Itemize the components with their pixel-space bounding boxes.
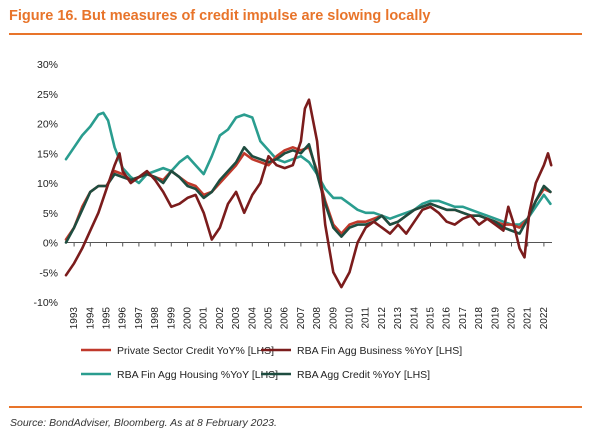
y-tick-label: -5% [39, 267, 58, 279]
y-tick-label: 5% [43, 208, 58, 220]
x-tick-label: 2015 [426, 307, 437, 330]
x-tick-label: 2009 [328, 307, 339, 330]
x-tick-label: 1993 [69, 307, 80, 330]
x-tick-label: 1995 [102, 307, 113, 330]
x-tick-label: 2014 [409, 307, 420, 330]
x-tick-label: 2000 [183, 307, 194, 330]
x-tick-label: 2020 [507, 307, 518, 330]
legend-label: RBA Fin Agg Housing %YoY [LHS] [117, 369, 278, 381]
y-tick-label: 10% [37, 178, 58, 190]
chart-legend: Private Sector Credit YoY% [LHS] RBA Fin … [81, 345, 462, 381]
series-line-2 [64, 98, 553, 289]
y-tick-label: 25% [37, 89, 58, 101]
y-tick-label: 20% [37, 119, 58, 131]
x-tick-label: 2011 [361, 307, 372, 329]
source-rule [9, 406, 582, 408]
x-tick-label: 2001 [199, 307, 210, 330]
x-tick-label: 2013 [393, 307, 404, 330]
x-tick-label: 2002 [215, 307, 226, 330]
y-tick-label: 30% [37, 59, 58, 71]
chart-axes [66, 242, 552, 247]
x-tick-label: 2005 [264, 307, 275, 330]
x-tick-label: 2018 [474, 307, 485, 330]
x-tick-label: 2019 [490, 307, 501, 330]
x-tick-label: 2022 [539, 307, 550, 330]
x-tick-label: 1997 [134, 307, 145, 330]
x-tick-label: 2010 [345, 307, 356, 330]
chart-series [64, 98, 553, 289]
source-note: Source: BondAdviser, Bloomberg. As at 8 … [10, 417, 277, 429]
x-tick-label: 2016 [442, 307, 453, 330]
x-tick-label: 1998 [150, 307, 161, 330]
x-tick-label: 1999 [166, 307, 177, 330]
x-tick-label: 1996 [118, 307, 129, 330]
y-tick-label: 0% [43, 238, 58, 250]
title-rule [9, 33, 582, 35]
x-tick-label: 2004 [247, 307, 258, 330]
x-tick-label: 2017 [458, 307, 469, 330]
chart-ticks: 30% 25% 20% 15% 10% 5% 0% -5% -10% 1993 1994 1995 19… [33, 59, 549, 329]
x-tick-label: 2012 [377, 307, 388, 330]
figure-title: Figure 16. But measures of credit impuls… [9, 8, 431, 24]
x-tick-label: 2007 [296, 307, 307, 330]
series-line-4 [64, 143, 552, 244]
y-tick-label: -10% [33, 297, 58, 309]
legend-label: RBA Agg Credit %YoY [LHS] [297, 369, 430, 381]
x-tick-label: 1994 [85, 307, 96, 330]
x-tick-label: 2006 [280, 307, 291, 330]
line-chart: 30% 25% 20% 15% 10% 5% 0% -5% -10% 1993 1994 1995 19… [33, 59, 553, 381]
legend-label: RBA Fin Agg Business %YoY [LHS] [297, 345, 462, 357]
series-line-3 [64, 111, 552, 226]
x-tick-label: 2021 [523, 307, 534, 330]
x-tick-label: 2008 [312, 307, 323, 330]
x-tick-label: 2003 [231, 307, 242, 330]
y-tick-label: 15% [37, 148, 58, 160]
legend-label: Private Sector Credit YoY% [LHS] [117, 345, 274, 357]
